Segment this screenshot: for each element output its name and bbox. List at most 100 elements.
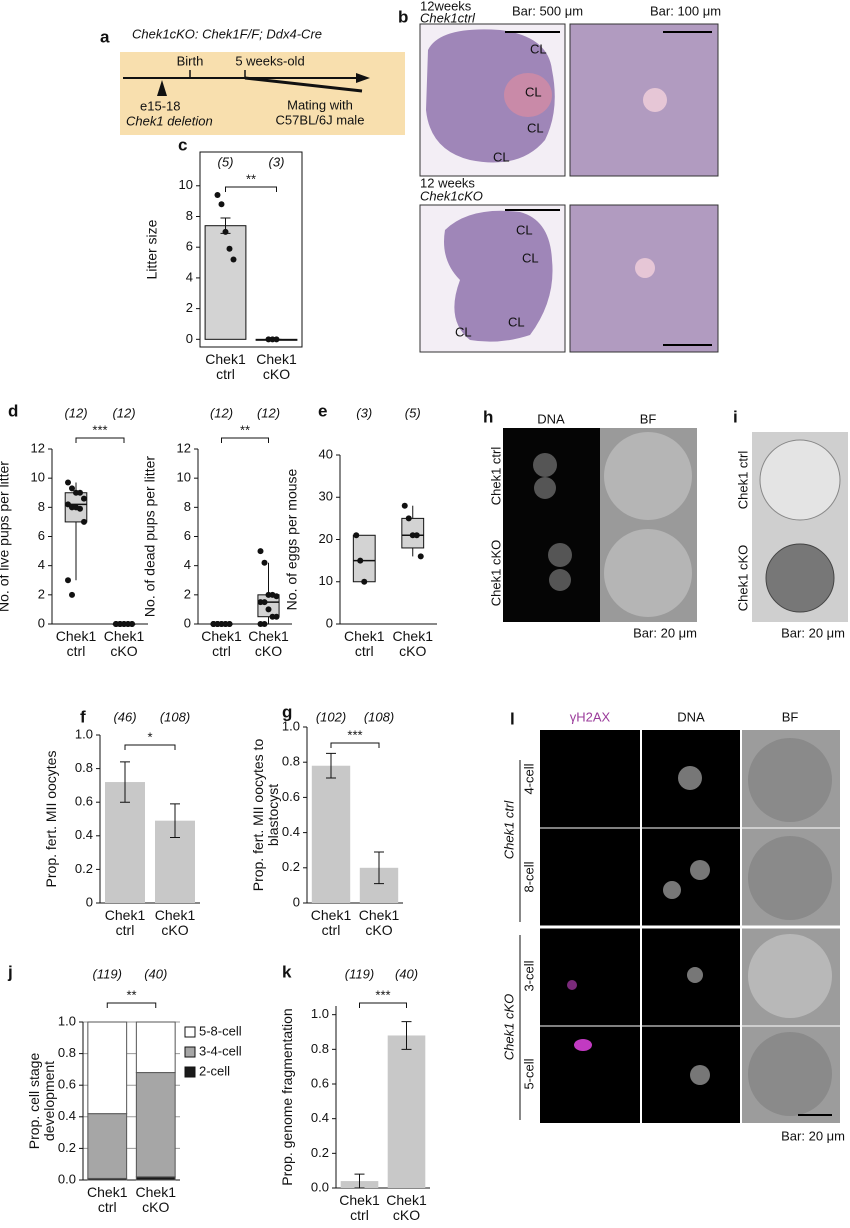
y-tick-label: 6 (38, 528, 45, 543)
data-point (401, 502, 408, 509)
x-tick-label: Chek1 ctrl (201, 629, 242, 659)
gh2ax-signal (567, 980, 577, 990)
age-label: 12weeks (420, 0, 472, 13)
n-label: (12) (64, 405, 87, 420)
nucleus (663, 881, 681, 899)
cl-label: CL (508, 314, 525, 329)
x-tick-label: Chek1 cKO (248, 629, 289, 659)
nucleus (533, 453, 557, 477)
y-tick-label: 12 (31, 440, 45, 455)
data-point (405, 515, 412, 522)
panel-label: h (483, 407, 493, 426)
y-axis-title-box: No. of eggs per mouse (284, 469, 299, 611)
y-tick-label: 1.0 (311, 1006, 329, 1021)
gh2ax-signal (574, 1039, 592, 1051)
y-tick-label: 0.2 (282, 859, 300, 874)
y-tick-label: 10 (179, 177, 193, 192)
significance-bracket (75, 437, 125, 443)
x-tick-label: Chek1 cKO (386, 1193, 427, 1223)
n-label: (12) (210, 405, 233, 420)
x-tick-label: Chek1 ctrl (344, 629, 385, 659)
follicle (643, 88, 667, 112)
x-tick-label-box: Chek1 cKO (256, 352, 296, 382)
data-point (257, 548, 264, 555)
y-axis-title-box: No. of dead pups per litter (142, 456, 157, 617)
dna-image (503, 428, 600, 525)
y-tick-label: 0 (86, 894, 93, 909)
row-label: 3-cell (521, 960, 536, 991)
scale-label: Bar: 20 μm (781, 1128, 845, 1143)
y-tick-label: 10 (177, 470, 191, 485)
data-point (214, 191, 221, 198)
y-tick-label: 0 (326, 615, 333, 630)
ovary (426, 29, 555, 163)
scale-label: Bar: 20 μm (633, 625, 697, 640)
y-tick-label: 0 (186, 331, 193, 346)
deletion-marker (157, 80, 167, 96)
column-label: DNA (537, 411, 565, 426)
y-tick-label: 0.0 (311, 1179, 329, 1194)
x-tick-label: Chek1 ctrl (55, 629, 97, 659)
data-point (226, 245, 233, 252)
scale-label: Bar: 20 μm (781, 625, 845, 640)
data-point (265, 606, 272, 613)
n-label: (5) (218, 154, 234, 169)
significance-label: *** (347, 727, 362, 742)
significance-bracket (124, 744, 176, 750)
significance-bracket (221, 437, 269, 443)
y-tick-label: 0.4 (75, 827, 93, 842)
y-axis-title: Prop. genome fragmentation (280, 1008, 295, 1186)
error-bar (170, 803, 180, 838)
mating-label: Mating with (287, 97, 353, 112)
data-point (357, 557, 364, 564)
y-tick-label: 0 (38, 615, 45, 630)
y-tick-label: 2 (38, 586, 45, 601)
y-tick-label: 8 (186, 208, 193, 223)
x-tick-label: Chek1 cKO (154, 908, 196, 938)
data-point (273, 593, 280, 600)
embryo (748, 1032, 832, 1116)
y-tick-label: 4 (186, 269, 193, 284)
n-label: (3) (356, 405, 372, 420)
n-label: (3) (269, 154, 285, 169)
y-tick-label: 2 (184, 586, 191, 601)
bar (387, 1035, 426, 1188)
y-axis-title-box: Prop. fert. MII oocytes to blastocyst (251, 739, 281, 892)
data-point (273, 613, 280, 620)
column-label: γH2AX (570, 709, 611, 724)
mating-arrow (244, 76, 363, 93)
x-tick-label: Chek1 ctrl (339, 1193, 380, 1223)
row-label: Chek1 ctrl (488, 447, 503, 506)
panel-label: k (282, 962, 292, 981)
x-tick-label: Chek1 ctrl (104, 908, 146, 938)
y-axis-title-box: Prop. cell stage development (27, 1052, 57, 1150)
scale-label: Bar: 100 μm (650, 3, 721, 18)
box (352, 534, 376, 583)
row-label: 5-cell (521, 1058, 536, 1089)
y-axis-title-box: Litter size (144, 220, 159, 280)
error-bar (326, 752, 336, 779)
genotype-label: Chek1cKO (420, 188, 483, 203)
bar (204, 225, 247, 340)
error-bar (401, 1021, 412, 1050)
n-label: (40) (144, 966, 167, 981)
y-tick-label: 1.0 (282, 718, 300, 733)
data-point (69, 485, 75, 492)
y-tick-label: 40 (319, 446, 333, 461)
corpus-luteum (504, 73, 552, 117)
x-tick-label: Chek1 ctrl (87, 1185, 128, 1215)
y-axis-title: Prop. cell stage development (27, 1052, 57, 1150)
nucleus (548, 543, 572, 567)
x-tick-label: Chek1 ctrl (205, 352, 246, 382)
nucleus (678, 766, 702, 790)
y-tick-label: 0.6 (75, 794, 93, 809)
panel-label: l (510, 709, 515, 728)
n-label: (12) (112, 405, 135, 420)
legend-label: 3-4-cell (199, 1043, 242, 1058)
x-tick-label-box: Chek1 ctrl (205, 352, 246, 382)
cl-label: CL (493, 149, 510, 164)
age-label: 5 weeks-old (235, 53, 304, 68)
y-tick-label: 0.6 (282, 789, 300, 804)
data-point (417, 553, 424, 560)
y-tick-label: 0.0 (58, 1171, 76, 1186)
